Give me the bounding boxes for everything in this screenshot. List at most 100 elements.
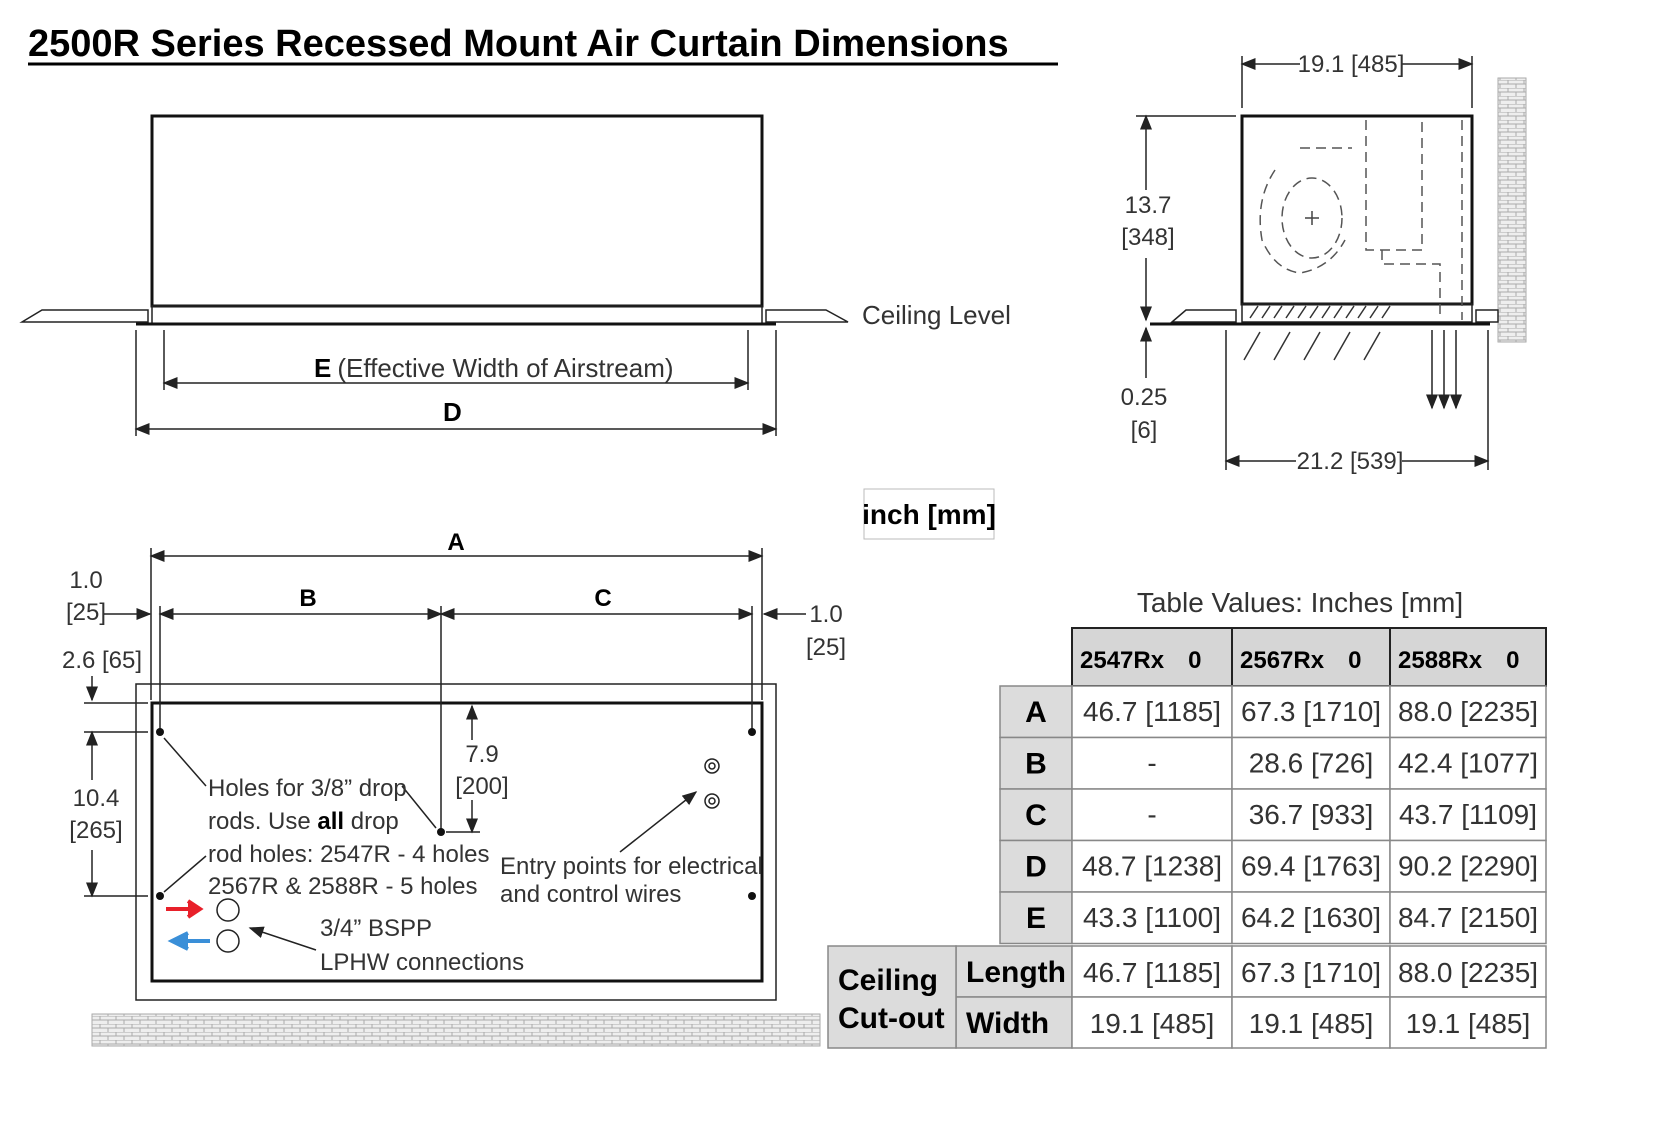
- wall: [1497, 77, 1527, 343]
- table-cell: [1231, 685, 1391, 739]
- unit-grille: [151, 305, 763, 325]
- table-row: D 48.7 [1238] 69.4 [1763] 90.2 [2290]: [999, 839, 1547, 893]
- table-value: 84.7 [2150]: [1398, 902, 1538, 933]
- side-height-in: 13.7: [1125, 192, 1172, 219]
- units-label: inch [mm]: [862, 499, 996, 530]
- table-cell: [1389, 945, 1547, 998]
- table-value: 42.4 [1077]: [1398, 748, 1538, 779]
- hole-spacing-in: 10.4: [73, 785, 120, 812]
- cutout-row: Width 19.1 [485] 19.1 [485] 19.1 [485]: [955, 996, 1547, 1049]
- cutout-row-label: Width: [966, 1007, 1049, 1040]
- row-label: A: [1025, 696, 1047, 729]
- flow-in-arrow-icon: [166, 899, 204, 919]
- table-header: 2547Rx 0 2567Rx 0 2588Rx 0: [1071, 627, 1547, 687]
- dim-e-text: (Effective Width of Airstream): [337, 353, 673, 383]
- hole-spacing-mm: [265]: [69, 817, 122, 844]
- side-view: 19.1 [485] 13.7 [348] 0.25 [6] 21.2 [539…: [1121, 51, 1527, 475]
- dim-a-label: A: [447, 529, 464, 556]
- entry-note: Entry points for electrical and control …: [500, 853, 769, 908]
- side-width-bottom: 21.2 [539]: [1297, 448, 1404, 475]
- mid-offset-in: 7.9: [465, 741, 498, 768]
- table-value: 19.1 [485]: [1249, 1008, 1374, 1039]
- holes-note: Holes for 3/8” drop rods. Use all drop r…: [208, 775, 496, 900]
- table-cell: [1071, 996, 1233, 1049]
- ceiling-left: [19, 309, 149, 323]
- ceiling-level-label: Ceiling Level: [862, 300, 1011, 330]
- table-value: 67.3 [1710]: [1241, 957, 1381, 988]
- table-cell: [1231, 891, 1391, 945]
- cutout-row-label: Length: [966, 956, 1066, 989]
- left-offset-in: 1.0: [69, 567, 102, 594]
- cutout-label-cell: [827, 945, 957, 1049]
- drop-rod-holes: [156, 728, 756, 900]
- table-value: 36.7 [933]: [1249, 799, 1374, 830]
- right-offset-mm: [25]: [806, 634, 846, 661]
- fan-wheel: [1281, 177, 1343, 259]
- table-value: 90.2 [2290]: [1398, 851, 1538, 882]
- cutout-outline: [135, 683, 777, 1001]
- table-cell: [1389, 996, 1547, 1049]
- table-value: 28.6 [726]: [1249, 748, 1374, 779]
- lphw-flow-connection: [216, 898, 240, 922]
- table-cell: [1071, 945, 1233, 998]
- cutout-row: Length 46.7 [1185] 67.3 [1710] 88.0 [2235]: [955, 945, 1547, 998]
- table-cell: [1231, 788, 1391, 842]
- dim-b-label: B: [299, 585, 316, 612]
- row-label-cell: [999, 839, 1073, 893]
- svg-text:E(Effective Width of Airstream: E (Effective Width of Airstream): [314, 353, 674, 383]
- table-row: A 46.7 [1185] 67.3 [1710] 88.0 [2235]: [999, 685, 1547, 739]
- side-gap-in: 0.25: [1121, 384, 1168, 411]
- entry-points: [704, 758, 720, 809]
- table-cell: [1071, 788, 1233, 842]
- table-value: 43.7 [1109]: [1399, 799, 1537, 830]
- side-grille: [1241, 303, 1473, 323]
- table-cell: [1071, 891, 1233, 945]
- row-label: E: [1026, 902, 1046, 935]
- lphw-note: 3/4” BSPP LPHW connections: [320, 915, 524, 976]
- table-value: 67.3 [1710]: [1241, 696, 1381, 727]
- column-header-2547: 2547Rx 0: [1080, 647, 1201, 674]
- table-value: 88.0 [2235]: [1398, 696, 1538, 727]
- flow-out-arrow-icon: [167, 931, 210, 951]
- fan-center-icon: [1305, 211, 1319, 225]
- floor-wall: [91, 1013, 821, 1047]
- table-value: 46.7 [1185]: [1083, 696, 1221, 727]
- side-width-top: 19.1 [485]: [1298, 51, 1405, 78]
- plan-view: A B C 1.0 [25] 1.0 [25] 2.6 [65] 10.4 [2…: [62, 529, 846, 1047]
- unit-body: [150, 114, 764, 308]
- table-row: C - 36.7 [933] 43.7 [1109]: [999, 788, 1547, 842]
- left-offset-mm: [25]: [66, 599, 106, 626]
- table-cell: [1389, 685, 1547, 739]
- table-value: 46.7 [1185]: [1083, 957, 1221, 988]
- side-height-mm: [348]: [1121, 224, 1174, 251]
- table-value: 88.0 [2235]: [1398, 957, 1538, 988]
- mid-offset-mm: [200]: [455, 773, 508, 800]
- table-value: 43.3 [1100]: [1083, 902, 1221, 933]
- table-value: -: [1147, 748, 1156, 779]
- page-title: 2500R Series Recessed Mount Air Curtain …: [28, 23, 1009, 65]
- dimensions-table: Table Values: Inches [mm] 2547Rx 0 2567Rx…: [827, 587, 1547, 1049]
- table-row: E 43.3 [1100] 64.2 [1630] 84.7 [2150]: [999, 891, 1547, 945]
- side-gap-mm: [6]: [1131, 417, 1158, 444]
- cutout-label: Ceiling Cut-out: [838, 964, 946, 1035]
- row-label-cell: [999, 685, 1073, 739]
- unit-outline: [150, 701, 764, 983]
- side-body: [1240, 114, 1474, 306]
- row-label: D: [1025, 851, 1047, 884]
- column-header-2588: 2588Rx 0: [1398, 647, 1519, 674]
- table-value: 48.7 [1238]: [1082, 851, 1222, 882]
- table-value: 69.4 [1763]: [1241, 851, 1381, 882]
- dim-e-letter: E: [314, 353, 331, 383]
- table-cell: [1389, 891, 1547, 945]
- intake-arrows: [1243, 331, 1381, 361]
- table-caption: Table Values: Inches [mm]: [1137, 587, 1463, 618]
- column-header-2567: 2567Rx 0: [1240, 647, 1361, 674]
- table-row: B - 28.6 [726] 42.4 [1077]: [999, 736, 1547, 790]
- units-box: [863, 488, 995, 540]
- table-cell: [1389, 839, 1547, 893]
- lphw-return-connection: [216, 929, 240, 953]
- right-offset-in: 1.0: [809, 601, 842, 628]
- dim-c-label: C: [594, 585, 611, 612]
- top-offset-label: 2.6 [65]: [62, 647, 142, 674]
